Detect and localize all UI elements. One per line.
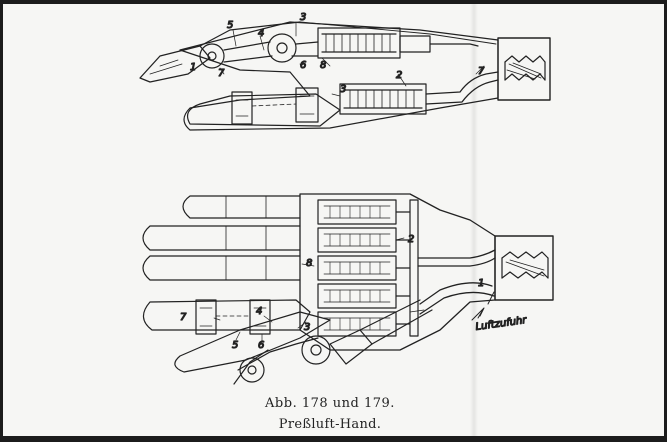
cylinder-upper-top (317, 27, 479, 59)
wrist-cuff-top (497, 37, 551, 101)
figure-179-plan-view: 2 8 1 7 4 3 5 6 Luftzufuhr (142, 193, 554, 385)
label-4-top: 4 (258, 28, 264, 39)
cylinder-lower-top (339, 71, 499, 115)
label-2-bottom: 2 (408, 234, 414, 245)
label-7-bottom: 7 (180, 312, 187, 323)
label-5-top: 5 (227, 20, 233, 31)
label-3-top: 3 (300, 12, 306, 23)
frame-bottom-border (0, 436, 667, 442)
thumb-top (187, 87, 341, 127)
cylinder-stack-bottom (317, 199, 419, 337)
label-8-bottom: 8 (306, 258, 312, 269)
frame-top-border (0, 0, 667, 4)
page-fold-shadow (470, 4, 478, 436)
finger-top (139, 21, 319, 83)
label-6-top: 6 (300, 60, 306, 71)
label-7-top-left: 7 (218, 68, 225, 79)
label-4-bottom: 4 (256, 306, 262, 317)
label-3-bottom: 3 (304, 322, 310, 333)
label-8-top: 8 (320, 60, 326, 71)
forearm-outline-top (179, 21, 499, 131)
label-2-top: 2 (396, 70, 402, 81)
label-3b-top: 3 (340, 84, 346, 95)
label-5-bottom: 5 (232, 340, 238, 351)
figure-caption-number: Abb. 178 und 179. (265, 396, 395, 411)
figure-178-side-view: 5 3 4 8 2 7 7 6 1 3 (139, 11, 551, 131)
label-luftzufuhr: Luftzufuhr (475, 315, 528, 333)
frame-left-border (0, 0, 3, 442)
label-1-bottom: 1 (478, 278, 484, 289)
frame-right-border (664, 0, 667, 442)
label-7-top-right: 7 (478, 66, 485, 77)
wrist-cuff-bottom (494, 235, 554, 301)
fingers-bottom (142, 195, 301, 281)
label-6-bottom: 6 (258, 340, 264, 351)
thumb-bottom (142, 299, 433, 385)
palm-outline-bottom (299, 193, 496, 351)
air-hose-bottom (417, 249, 496, 321)
figure-caption-title: Preßluft-Hand. (278, 417, 382, 432)
label-1-top: 1 (190, 62, 196, 73)
